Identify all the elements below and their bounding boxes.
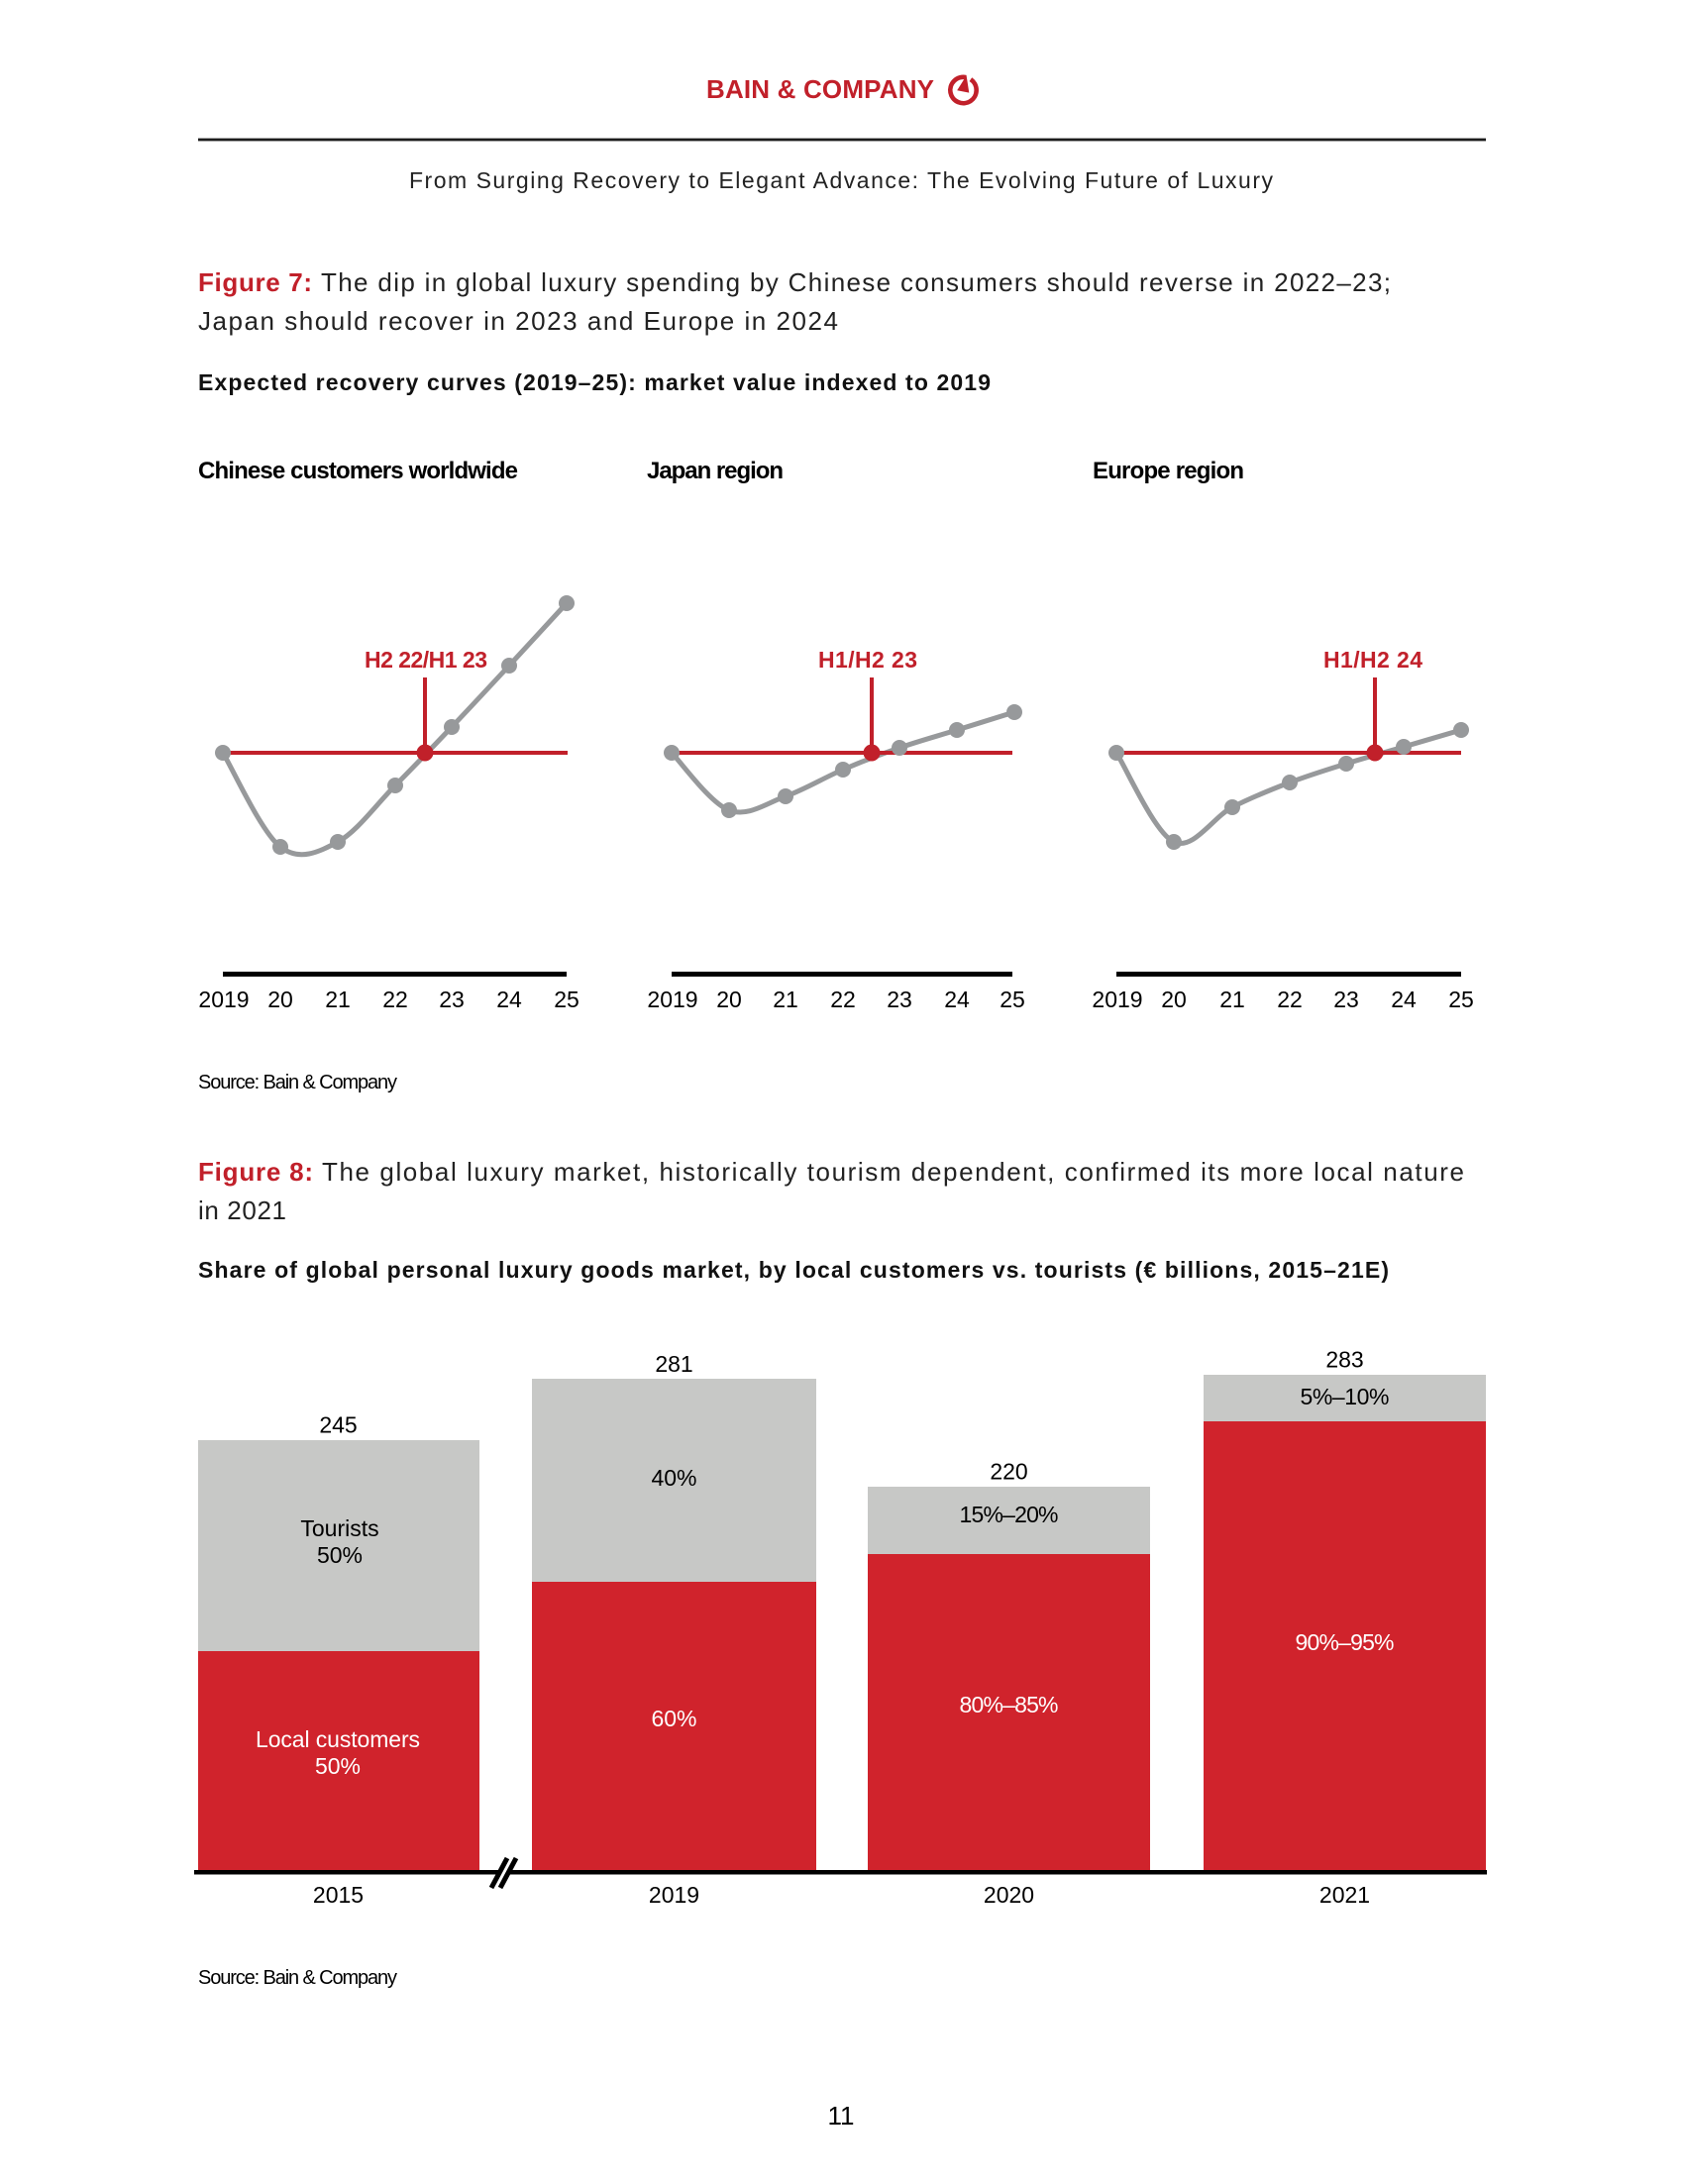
svg-text:20: 20 bbox=[716, 987, 742, 1012]
svg-text:Expected recovery curves (2019: Expected recovery curves (2019–25): mark… bbox=[198, 369, 991, 395]
svg-text:2019: 2019 bbox=[198, 987, 249, 1012]
svg-text:220: 220 bbox=[990, 1459, 1027, 1485]
svg-text:From Surging Recovery to Elega: From Surging Recovery to Elegant Advance… bbox=[409, 167, 1274, 193]
svg-text:24: 24 bbox=[496, 987, 522, 1012]
svg-text:15%–20%: 15%–20% bbox=[960, 1502, 1059, 1527]
svg-text:11: 11 bbox=[828, 2101, 855, 2131]
svg-text:BAIN & COMPANY: BAIN & COMPANY bbox=[706, 74, 934, 104]
svg-text:21: 21 bbox=[773, 987, 798, 1012]
svg-text:Share of global personal luxur: Share of global personal luxury goods ma… bbox=[198, 1257, 1389, 1283]
svg-text:20: 20 bbox=[1161, 987, 1187, 1012]
svg-text:Source: Bain & Company: Source: Bain & Company bbox=[198, 1967, 397, 1989]
svg-text:2019: 2019 bbox=[647, 987, 697, 1012]
svg-text:60%: 60% bbox=[651, 1706, 696, 1731]
svg-text:The dip in global luxury spend: The dip in global luxury spending by Chi… bbox=[321, 267, 1391, 297]
svg-text:Tourists: Tourists bbox=[300, 1515, 378, 1541]
svg-text:80%–85%: 80%–85% bbox=[960, 1692, 1059, 1717]
svg-text:25: 25 bbox=[1448, 987, 1474, 1012]
svg-text:Figure 8:: Figure 8: bbox=[198, 1157, 313, 1187]
svg-text:50%: 50% bbox=[317, 1542, 363, 1568]
svg-text:H1/H2 23: H1/H2 23 bbox=[818, 647, 917, 673]
svg-text:24: 24 bbox=[1391, 987, 1417, 1012]
svg-text:90%–95%: 90%–95% bbox=[1296, 1629, 1395, 1655]
svg-text:The global luxury market, hist: The global luxury market, historically t… bbox=[322, 1157, 1464, 1187]
svg-text:20: 20 bbox=[267, 987, 293, 1012]
svg-text:245: 245 bbox=[319, 1412, 357, 1438]
svg-text:Europe region: Europe region bbox=[1093, 458, 1244, 484]
svg-text:22: 22 bbox=[1277, 987, 1303, 1012]
svg-text:2019: 2019 bbox=[1092, 987, 1142, 1012]
svg-text:2015: 2015 bbox=[313, 1882, 364, 1908]
svg-text:50%: 50% bbox=[315, 1753, 361, 1779]
svg-text:Figure 7:: Figure 7: bbox=[198, 267, 312, 297]
svg-text:Source: Bain & Company: Source: Bain & Company bbox=[198, 1072, 397, 1093]
svg-text:Local customers: Local customers bbox=[256, 1726, 420, 1752]
svg-text:23: 23 bbox=[887, 987, 912, 1012]
svg-text:H1/H2 24: H1/H2 24 bbox=[1323, 647, 1422, 673]
svg-text:2019: 2019 bbox=[649, 1882, 699, 1908]
svg-text:23: 23 bbox=[1333, 987, 1359, 1012]
svg-text:23: 23 bbox=[439, 987, 465, 1012]
svg-text:21: 21 bbox=[1219, 987, 1245, 1012]
svg-text:Japan region: Japan region bbox=[647, 458, 784, 484]
svg-text:22: 22 bbox=[830, 987, 856, 1012]
svg-text:5%–10%: 5%–10% bbox=[1301, 1384, 1390, 1409]
svg-text:25: 25 bbox=[554, 987, 579, 1012]
svg-text:in 2021: in 2021 bbox=[198, 1196, 286, 1225]
svg-text:283: 283 bbox=[1325, 1347, 1363, 1373]
svg-text:2020: 2020 bbox=[984, 1882, 1034, 1908]
svg-text:22: 22 bbox=[382, 987, 408, 1012]
svg-text:281: 281 bbox=[655, 1351, 692, 1377]
svg-text:24: 24 bbox=[944, 987, 970, 1012]
svg-text:21: 21 bbox=[325, 987, 351, 1012]
svg-text:40%: 40% bbox=[651, 1465, 696, 1491]
svg-text:Japan should recover in 2023 a: Japan should recover in 2023 and Europe … bbox=[198, 306, 838, 336]
svg-text:H2 22/H1 23: H2 22/H1 23 bbox=[365, 647, 487, 673]
svg-text:2021: 2021 bbox=[1319, 1882, 1370, 1908]
svg-text:25: 25 bbox=[1000, 987, 1025, 1012]
svg-text:Chinese customers worldwide: Chinese customers worldwide bbox=[198, 458, 518, 484]
